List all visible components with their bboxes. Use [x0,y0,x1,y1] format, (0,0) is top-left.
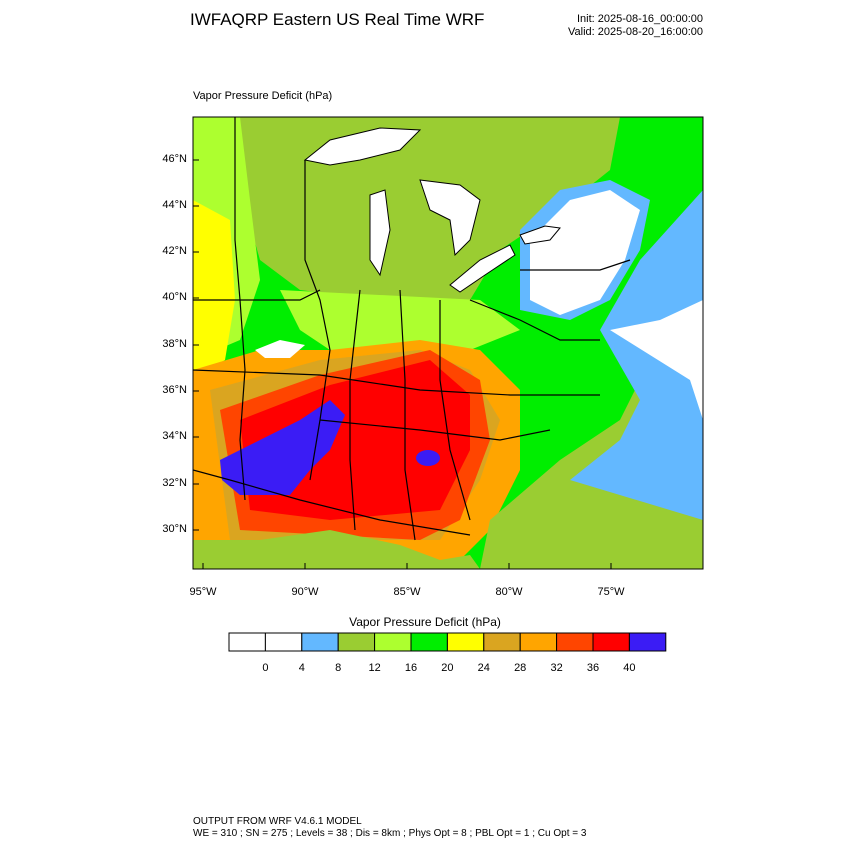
lat-label-32: 32°N [162,477,187,489]
colorbar-box [446,632,485,652]
colorbar-label: 4 [298,662,305,674]
state-borders [193,117,631,541]
colorbar-box [337,632,376,652]
lon-label-85: 85°W [393,586,421,598]
field-lime-ohio [280,290,520,350]
field-ne-white [530,190,640,315]
colorbar-label: 16 [404,662,418,674]
lat-label-30: 30°N [162,523,187,535]
colorbar-box [483,632,521,652]
colorbar-label: 8 [335,662,342,674]
lat-label-36: 36°N [162,384,187,396]
field-atlantic-white [610,300,703,420]
colorbar-box [301,632,339,652]
lake-superior [303,127,422,166]
lat-label-34: 34°N [162,430,187,442]
footer-line-2: WE = 310 ; SN = 275 ; Levels = 38 ; Dis … [193,828,587,839]
field-atlantic-blue [570,190,703,520]
field-green-carolinas [520,360,600,470]
lat-label-44: 44°N [162,199,187,211]
colorbar-box [410,632,448,652]
colorbar-label: 20 [441,662,454,674]
colorbar-box [592,632,630,652]
valid-time: Valid: 2025-08-20_16:00:00 [568,26,703,38]
lon-label-95: 95°W [189,586,217,598]
lake-michigan [369,189,391,277]
lon-label-75: 75°W [597,586,625,598]
model-footer: OUTPUT FROM WRF V4.6.1 MODEL WE = 310 ; … [193,816,586,840]
map-frame [192,116,704,570]
map-field-label: Vapor Pressure Deficit (hPa) [193,90,333,102]
lon-label-80: 80°W [495,586,523,598]
colorbar-box [264,632,303,652]
lat-label-38: 38°N [162,338,187,350]
footer-line-1: OUTPUT FROM WRF V4.6.1 MODEL [193,816,362,827]
colorbar-label: 28 [514,662,527,674]
colorbar-title: Vapor Pressure Deficit (hPa) [349,615,501,629]
field-purple-georgia [416,450,440,466]
lon-label-90: 90°W [291,586,319,598]
field-moist-pocket [255,340,305,358]
field-yellow-west [193,200,235,380]
init-time: Init: 2025-08-16_00:00:00 [577,13,703,25]
field-gulf [193,530,480,569]
colorbar-label: 32 [550,662,563,674]
colorbar-box [556,632,594,652]
colorbar [228,632,667,652]
timestamp-block: Init: 2025-08-16_00:00:00 Valid: 2025-08… [520,13,703,39]
colorbar-box [519,632,558,652]
map-field [193,117,703,569]
colorbar-label: 12 [368,662,381,674]
colorbar-box [628,632,667,652]
lat-label-42: 42°N [162,245,187,257]
colorbar-box [228,632,266,652]
plot-title: IWFAQRP Eastern US Real Time WRF [190,10,485,29]
colorbar-label: 36 [586,662,600,674]
axis-ticks [193,159,612,569]
colorbar-label: 40 [623,662,636,674]
lat-label-46: 46°N [162,153,187,165]
colorbar-label: 24 [477,662,490,674]
colorbar-box [374,632,412,652]
lake-huron [419,179,481,257]
colorbar-boxes [228,632,667,652]
lat-label-40: 40°N [162,291,187,303]
lake-erie [449,244,516,293]
field-purple-max [220,400,345,495]
colorbar-label: 0 [262,662,269,674]
lake-ontario [519,225,561,245]
